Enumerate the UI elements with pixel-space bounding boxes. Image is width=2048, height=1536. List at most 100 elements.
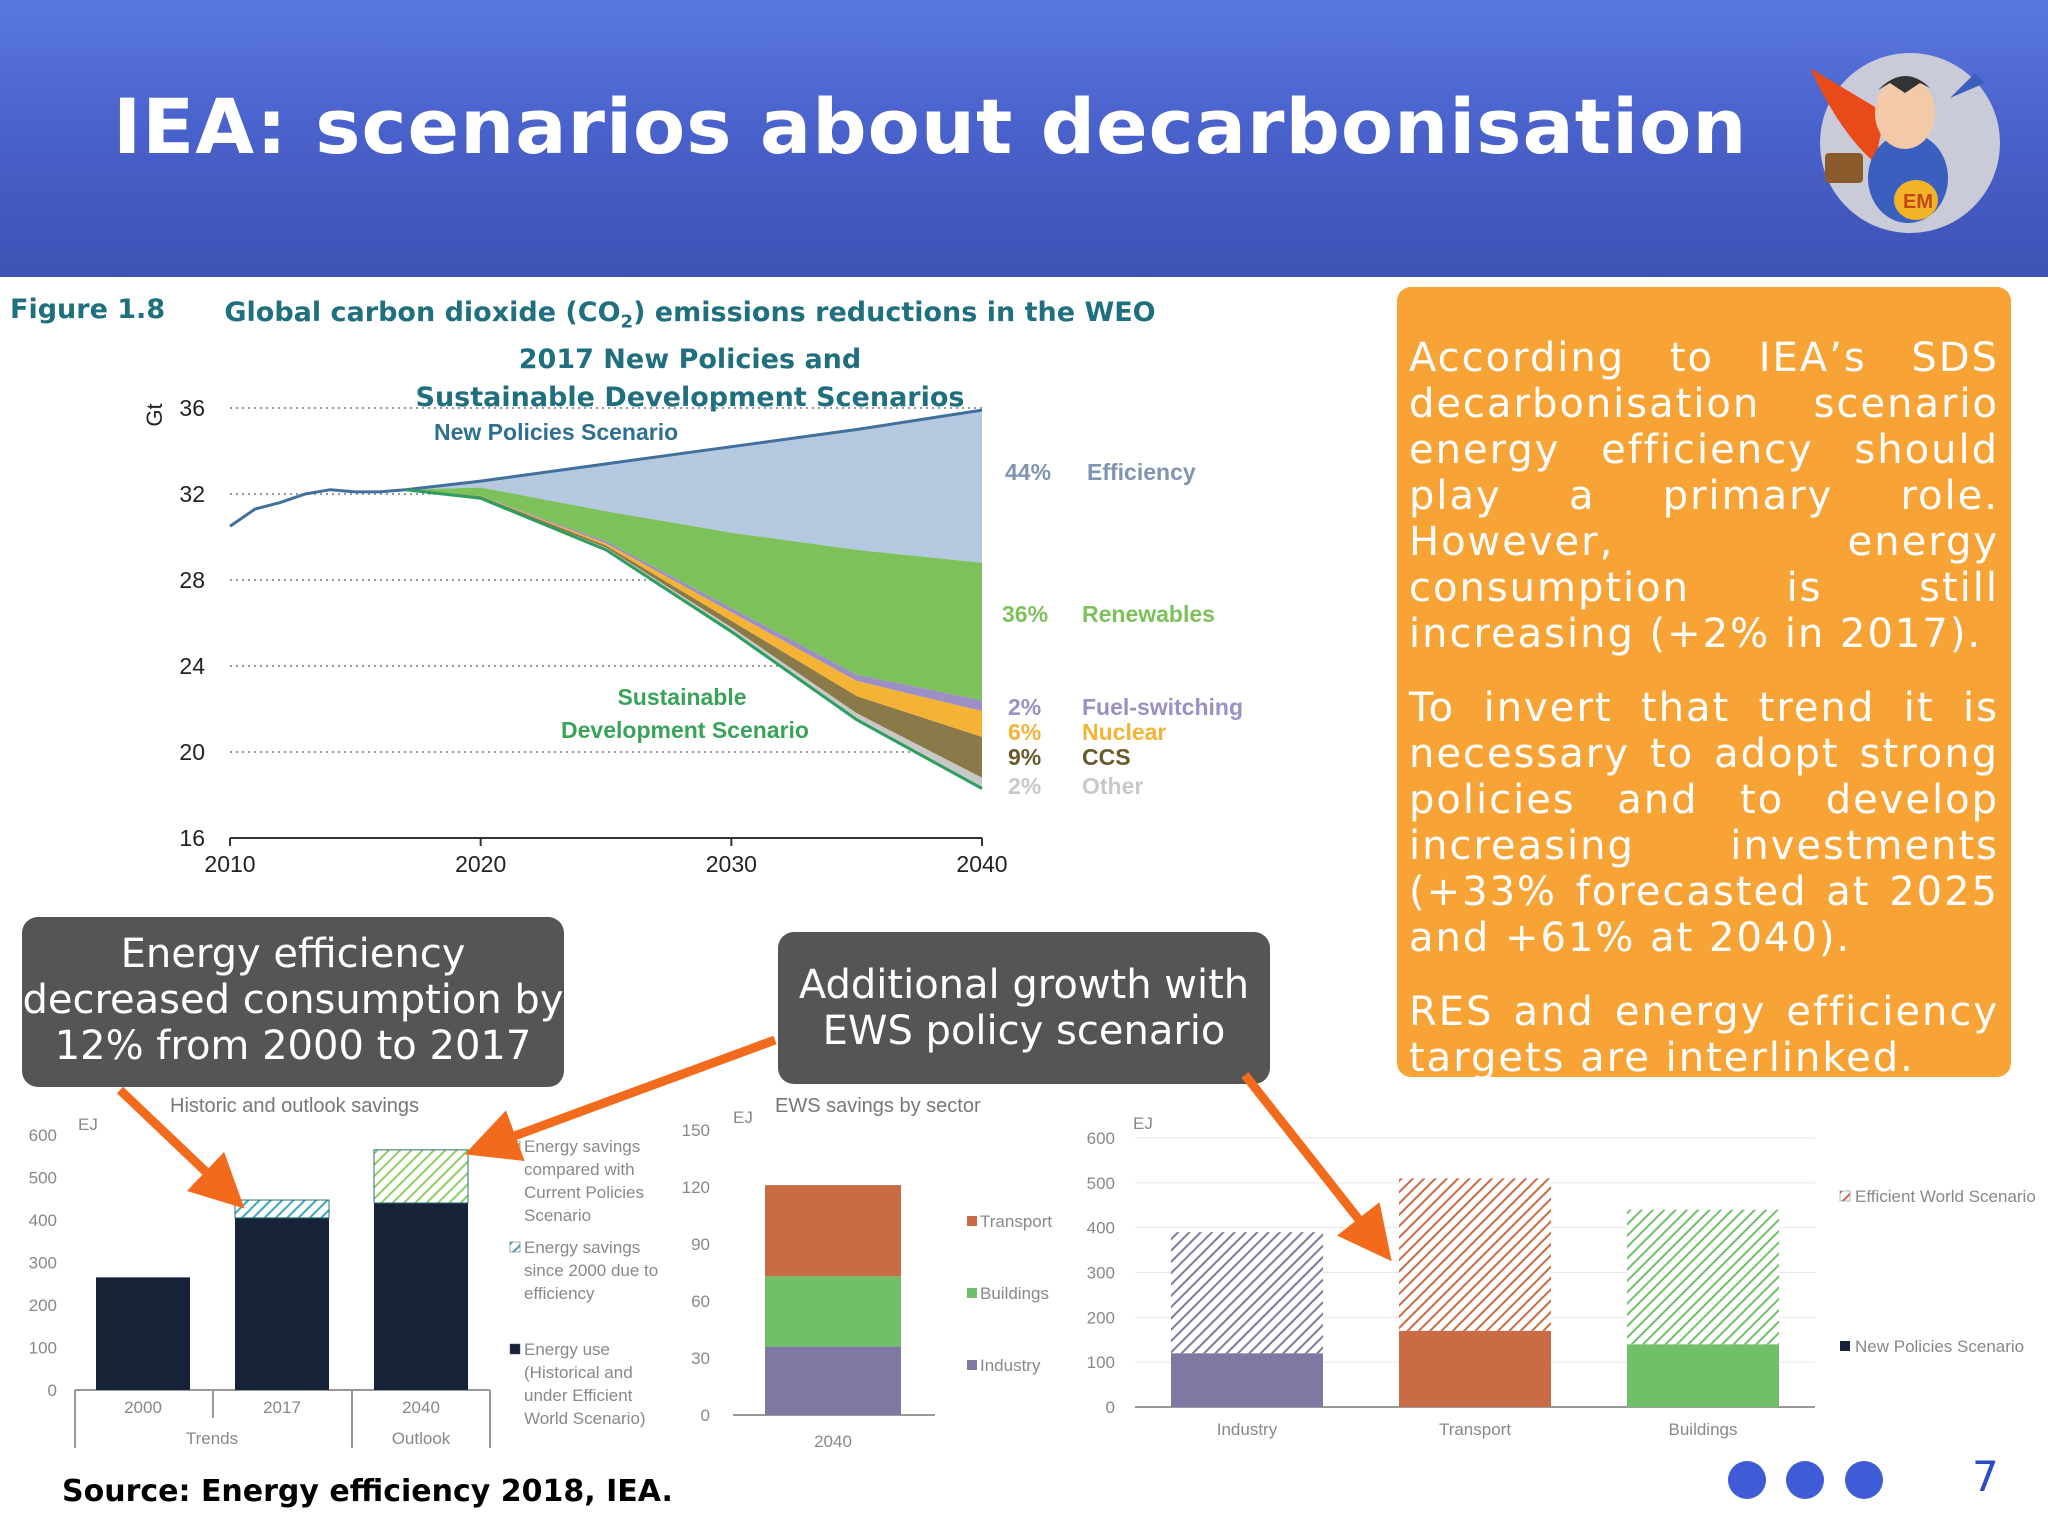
- emblem-letters: EM: [1903, 191, 1933, 213]
- legend-label: Energy savings: [524, 1137, 640, 1156]
- nps-line: [405, 408, 983, 492]
- nav-dot-1[interactable]: [1728, 1461, 1766, 1499]
- x-tick-label: 2040: [956, 851, 1007, 877]
- buildings-bar-segment: [765, 1276, 901, 1347]
- cape-icon: [1810, 68, 1885, 163]
- historic-emissions-line: [229, 488, 406, 528]
- legend-name: CCS: [1082, 744, 1131, 770]
- legend-label: (Historical and: [524, 1363, 633, 1382]
- legend-label: since 2000 due to: [524, 1261, 658, 1280]
- legend-swatch: [509, 1343, 521, 1355]
- legend-swatch: [1839, 1190, 1851, 1202]
- x-tick-label: Industry: [1217, 1420, 1278, 1439]
- legend-pct: 2%: [1008, 773, 1041, 799]
- savings-since-2000-bar: [234, 1199, 330, 1219]
- ews-bar: [1627, 1209, 1779, 1345]
- industry-bar-segment: [765, 1346, 901, 1415]
- x-group-label: Outlook: [392, 1429, 451, 1448]
- x-tick-label: 2000: [124, 1398, 162, 1417]
- legend-pct: 36%: [1002, 601, 1048, 627]
- y-tick-label: 90: [691, 1235, 710, 1254]
- nps-bar: [1399, 1330, 1551, 1407]
- head-icon: [1875, 77, 1935, 149]
- fuel-switching-area: [405, 489, 982, 712]
- legend-swatch: [967, 1288, 977, 1298]
- legend-swatch: [967, 1216, 977, 1226]
- legend-name: Efficiency: [1087, 459, 1196, 485]
- ews-bar: [1171, 1232, 1323, 1354]
- y-unit-label: EJ: [78, 1115, 98, 1134]
- findings-paragraph-1: According to IEA’s SDS decarbonisation s…: [1409, 335, 1999, 657]
- y-tick-label: 600: [29, 1126, 57, 1145]
- y-tick-label: 16: [179, 825, 205, 851]
- nps-label: New Policies Scenario: [434, 419, 678, 445]
- x-tick-label: 2010: [204, 851, 255, 877]
- y-tick-label: 0: [1106, 1398, 1115, 1417]
- savings-vs-cps-bar: [373, 1149, 469, 1204]
- legend-pct: 44%: [1005, 459, 1051, 485]
- y-unit-label: EJ: [733, 1108, 753, 1127]
- callout-ews-growth: Additional growth with EWS policy scenar…: [778, 932, 1270, 1084]
- scenario-comparison-chart: EJ 0 100 200 300 400 500 600 Industry Transport Bu…: [1087, 1114, 2036, 1439]
- nps-bar: [1627, 1344, 1779, 1407]
- key-findings-box: According to IEA’s SDS decarbonisation s…: [1397, 287, 2011, 1081]
- emissions-area-chart: 16 20 24 28 32 36 Gt 2010 2020 2030 2040 New Polici…: [142, 395, 1243, 877]
- y-tick-label: 28: [179, 567, 205, 593]
- legend-name: Nuclear: [1082, 719, 1166, 745]
- y-tick-label: 0: [701, 1406, 710, 1425]
- nuclear-area: [405, 489, 982, 737]
- legend-pct: 2%: [1008, 694, 1041, 720]
- legend-name: Fuel-switching: [1082, 694, 1243, 720]
- page-number: 7: [1972, 1452, 1999, 1501]
- y-tick-label: 24: [179, 653, 205, 679]
- legend-label: Transport: [980, 1212, 1052, 1231]
- y-tick-label: 0: [48, 1381, 57, 1400]
- y-tick-label: 600: [1087, 1129, 1115, 1148]
- legend-swatch: [509, 1241, 521, 1253]
- y-tick-label: 120: [682, 1178, 710, 1197]
- y-unit-label: EJ: [1133, 1114, 1153, 1133]
- y-unit-label: Gt: [142, 403, 167, 426]
- fist-icon: [1950, 73, 1985, 98]
- hair-icon: [1878, 75, 1930, 93]
- legend-swatch: [509, 1140, 521, 1152]
- legend-label: New Policies Scenario: [1855, 1337, 2024, 1356]
- x-tick-label: 2017: [263, 1398, 301, 1417]
- findings-paragraph-3: RES and energy efficiency targets are in…: [1409, 989, 1999, 1081]
- y-tick-label: 400: [29, 1211, 57, 1230]
- legend-swatch: [1840, 1341, 1850, 1351]
- y-tick-label: 150: [682, 1121, 710, 1140]
- legend-label: under Efficient: [524, 1386, 633, 1405]
- legend-label: efficiency: [524, 1284, 595, 1303]
- briefcase-icon: [1825, 153, 1863, 183]
- slide-title: IEA: scenarios about decarbonisation: [113, 82, 1748, 171]
- superhero-logo: EM: [1810, 53, 2000, 233]
- slide-header: [0, 0, 2048, 277]
- legend-label: Industry: [980, 1356, 1041, 1375]
- legend-pct: 6%: [1008, 719, 1041, 745]
- x-tick-label: Buildings: [1669, 1420, 1738, 1439]
- legend-label: Energy use: [524, 1340, 610, 1359]
- legend-label: Buildings: [980, 1284, 1049, 1303]
- figure-label: Figure 1.8: [10, 294, 166, 325]
- transport-bar-segment: [765, 1185, 901, 1277]
- y-tick-label: 32: [179, 481, 205, 507]
- efficiency-area: [405, 410, 982, 563]
- legend-label: Efficient World Scenario: [1855, 1187, 2036, 1206]
- legend-name: Other: [1082, 773, 1143, 799]
- legend-label: World Scenario): [524, 1409, 646, 1428]
- y-tick-label: 20: [179, 739, 205, 765]
- x-tick-label: 2040: [402, 1398, 440, 1417]
- nav-dot-3[interactable]: [1845, 1461, 1883, 1499]
- callout-efficiency: Energy efficiency decreased consumption …: [22, 917, 564, 1087]
- legend-label: Current Policies: [524, 1183, 644, 1202]
- ews-sector-chart: EWS savings by sector EJ 0 30 60 90 120 150 2040…: [682, 1095, 1053, 1451]
- y-tick-label: 300: [29, 1254, 57, 1273]
- y-tick-label: 300: [1087, 1264, 1115, 1283]
- nav-dot-2[interactable]: [1786, 1461, 1824, 1499]
- x-tick-label: 2020: [455, 851, 506, 877]
- legend-label: Energy savings: [524, 1238, 640, 1257]
- legend-label: Scenario: [524, 1206, 591, 1225]
- y-tick-label: 30: [691, 1349, 710, 1368]
- sds-label: Sustainable: [617, 684, 746, 710]
